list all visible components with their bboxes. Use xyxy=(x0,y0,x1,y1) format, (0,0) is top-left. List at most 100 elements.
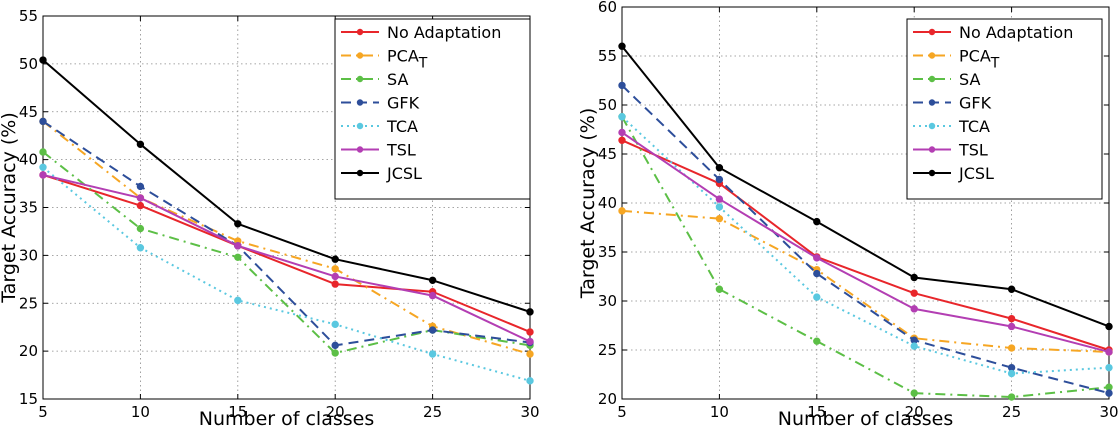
x-tick-label: 30 xyxy=(1099,403,1118,421)
series-line xyxy=(621,45,1110,328)
legend-label: No Adaptation xyxy=(959,23,1073,42)
legend-item: No Adaptation xyxy=(913,23,1073,42)
data-point xyxy=(39,117,47,126)
legend-label: No Adaptation xyxy=(387,23,501,42)
y-tick-label: 55 xyxy=(598,47,617,65)
data-point xyxy=(331,320,339,329)
y-tick-label: 50 xyxy=(19,55,38,73)
legend-marker xyxy=(356,52,364,59)
data-point xyxy=(910,305,918,313)
legend-item: GFK xyxy=(341,94,420,113)
x-tick-label: 10 xyxy=(131,403,150,421)
data-point xyxy=(1105,389,1113,397)
series-line xyxy=(621,209,1110,353)
legend-label: GFK xyxy=(387,94,420,113)
data-point xyxy=(39,148,47,156)
legend-item: TSL xyxy=(913,141,988,160)
series-gfk xyxy=(618,81,1113,397)
legend-item: TCA xyxy=(341,117,418,136)
x-tick-label: 10 xyxy=(710,403,729,421)
data-point xyxy=(1007,314,1016,323)
legend-marker xyxy=(356,169,364,177)
legend-label: TSL xyxy=(386,141,416,160)
legend-label: TCA xyxy=(386,117,418,136)
y-tick-label: 30 xyxy=(19,246,38,264)
legend-label: TSL xyxy=(958,141,988,160)
y-tick-label: 45 xyxy=(598,145,617,163)
data-point xyxy=(910,273,918,282)
data-point xyxy=(331,265,339,273)
series-line xyxy=(621,84,1110,395)
data-point xyxy=(1105,322,1113,331)
data-point xyxy=(618,136,626,144)
data-point xyxy=(1007,344,1016,352)
y-tick-label: 40 xyxy=(598,194,617,212)
data-point xyxy=(618,81,626,90)
data-point xyxy=(234,296,242,305)
data-point xyxy=(618,207,626,215)
data-point xyxy=(526,337,534,346)
legend-marker xyxy=(356,99,364,106)
series-line xyxy=(42,173,531,333)
data-point xyxy=(813,293,821,301)
data-point xyxy=(910,342,918,350)
x-tick-label: 15 xyxy=(807,403,826,421)
legend-marker xyxy=(928,28,936,36)
data-point xyxy=(910,389,918,397)
data-point xyxy=(39,171,47,179)
data-point xyxy=(526,350,534,358)
data-point xyxy=(136,244,145,252)
data-point xyxy=(910,289,918,297)
legend-marker xyxy=(928,52,936,59)
data-point xyxy=(136,194,145,202)
legend-label-subscript: T xyxy=(418,56,428,72)
data-point xyxy=(1007,393,1016,401)
legend-item: GFK xyxy=(913,94,992,113)
legend-item: SA xyxy=(913,70,980,89)
x-axis-label: Number of classes xyxy=(199,408,374,430)
y-tick-label: 55 xyxy=(19,7,38,25)
legend-marker xyxy=(356,28,364,36)
legend-marker xyxy=(928,122,936,130)
legend-marker xyxy=(928,99,936,106)
data-point xyxy=(715,195,724,203)
legend-marker xyxy=(356,146,364,153)
x-tick-label: 20 xyxy=(326,403,345,421)
y-tick-label: 40 xyxy=(19,151,38,169)
data-point xyxy=(39,163,47,171)
x-tick-label: 5 xyxy=(617,403,627,421)
x-tick-label: 25 xyxy=(1002,403,1021,421)
data-point xyxy=(428,276,437,284)
series-tca xyxy=(39,163,534,385)
legend-box xyxy=(334,18,531,200)
data-point xyxy=(428,350,437,358)
legend-item: No Adaptation xyxy=(341,23,501,42)
legend-marker xyxy=(928,146,936,153)
series-tsl xyxy=(618,128,1113,356)
series-jcsl xyxy=(39,56,534,316)
data-point xyxy=(234,242,242,250)
legend-label: TCA xyxy=(958,117,990,136)
x-tick-label: 30 xyxy=(520,403,539,421)
series-line xyxy=(42,120,531,355)
y-axis-label: Target Accuracy (%) xyxy=(0,112,20,303)
data-point xyxy=(234,253,242,261)
series-line xyxy=(42,120,531,347)
data-point xyxy=(331,255,339,263)
series-line xyxy=(621,139,1110,351)
x-tick-label: 5 xyxy=(38,403,48,421)
data-point xyxy=(618,42,626,50)
data-point xyxy=(1007,369,1016,378)
data-point xyxy=(1105,363,1113,372)
legend-label: GFK xyxy=(959,94,992,113)
y-axis-label: Target Accuracy (%) xyxy=(577,108,599,299)
y-tick-label: 20 xyxy=(19,342,38,360)
legend-marker xyxy=(928,169,936,177)
legend-item: SA xyxy=(341,70,408,89)
x-tick-label: 15 xyxy=(228,403,247,421)
data-point xyxy=(1007,285,1016,293)
data-point xyxy=(715,175,724,184)
